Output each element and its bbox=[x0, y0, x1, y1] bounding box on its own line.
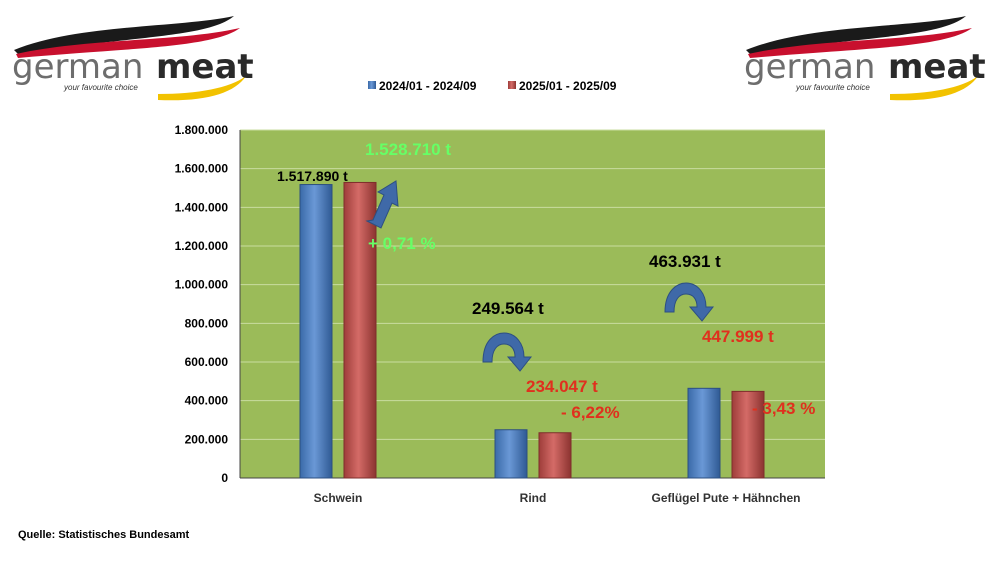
logo-word-meat: meat bbox=[156, 47, 254, 87]
logo-word-german: german bbox=[12, 47, 143, 87]
y-tick-label: 1.000.000 bbox=[175, 278, 229, 292]
bar-rind-2025 bbox=[538, 432, 572, 479]
german-meat-logo-left: german meat your favourite choice bbox=[12, 16, 254, 101]
legend-swatch-2024 bbox=[368, 81, 376, 89]
logo-tagline: your favourite choice bbox=[795, 83, 870, 92]
logo-swoosh-red bbox=[16, 28, 240, 58]
logo-word-meat: meat bbox=[888, 47, 986, 87]
legend: 2024/01 - 2024/09 2025/01 - 2025/09 bbox=[368, 79, 617, 93]
up-arrow-icon bbox=[365, 180, 399, 229]
y-tick-label: 800.000 bbox=[185, 316, 229, 330]
gridlines bbox=[240, 129, 825, 440]
annotation-rind-2024: 249.564 t bbox=[472, 299, 544, 318]
bar-gefluegel-2025 bbox=[731, 390, 765, 479]
logo-swoosh-black bbox=[14, 16, 234, 54]
y-tick-label: 1.600.000 bbox=[175, 162, 229, 176]
german-meat-logo-right: german meat your favourite choice bbox=[744, 16, 986, 101]
curved-down-arrow-icon-rind bbox=[482, 332, 533, 372]
category-label-rind: Rind bbox=[520, 491, 547, 505]
logo-swoosh-red bbox=[748, 28, 972, 58]
logo-swoosh-gold bbox=[890, 76, 978, 101]
y-tick-label: 0 bbox=[221, 471, 228, 485]
legend-swatch-2025 bbox=[508, 81, 516, 89]
y-tick-label: 600.000 bbox=[185, 355, 229, 369]
category-label-schwein: Schwein bbox=[314, 491, 363, 505]
annotation-rind-change: - 6,22% bbox=[561, 403, 620, 422]
logo-tagline: your favourite choice bbox=[63, 83, 138, 92]
logo-swoosh-black bbox=[746, 16, 966, 54]
y-tick-label: 200.000 bbox=[185, 432, 229, 446]
y-tick-label: 400.000 bbox=[185, 394, 229, 408]
annotation-gefluegel-2024: 463.931 t bbox=[649, 252, 721, 271]
bar-rind-2024 bbox=[494, 429, 528, 479]
curved-down-arrow-icon-gefluegel bbox=[664, 282, 715, 322]
plot-area bbox=[240, 130, 825, 478]
logo-swoosh-gold bbox=[158, 76, 246, 101]
y-axis-ticks: 0 200.000 400.000 600.000 800.000 1.000.000 1.… bbox=[175, 123, 229, 485]
bar-schwein-2024 bbox=[299, 184, 333, 479]
annotation-schwein-change: + 0,71 % bbox=[368, 234, 436, 253]
bars bbox=[299, 181, 765, 479]
legend-label-2024: 2024/01 - 2024/09 bbox=[379, 79, 477, 93]
annotation-gefluegel-change: - 3,43 % bbox=[752, 399, 815, 418]
y-tick-label: 1.200.000 bbox=[175, 239, 229, 253]
annotation-gefluegel-2025: 447.999 t bbox=[702, 327, 774, 346]
logo-word-german: german bbox=[744, 47, 875, 87]
bar-schwein-2025 bbox=[343, 181, 377, 479]
annotation-rind-2025: 234.047 t bbox=[526, 377, 598, 396]
y-tick-label: 1.400.000 bbox=[175, 200, 229, 214]
annotation-schwein-2025: 1.528.710 t bbox=[365, 140, 451, 159]
annotation-schwein-2024: 1.517.890 t bbox=[277, 168, 348, 184]
category-label-gefluegel: Geflügel Pute + Hähnchen bbox=[651, 491, 800, 505]
source-note: Quelle: Statistisches Bundesamt bbox=[18, 529, 190, 541]
bar-gefluegel-2024 bbox=[687, 387, 721, 479]
legend-label-2025: 2025/01 - 2025/09 bbox=[519, 79, 617, 93]
y-tick-label: 1.800.000 bbox=[175, 123, 229, 137]
